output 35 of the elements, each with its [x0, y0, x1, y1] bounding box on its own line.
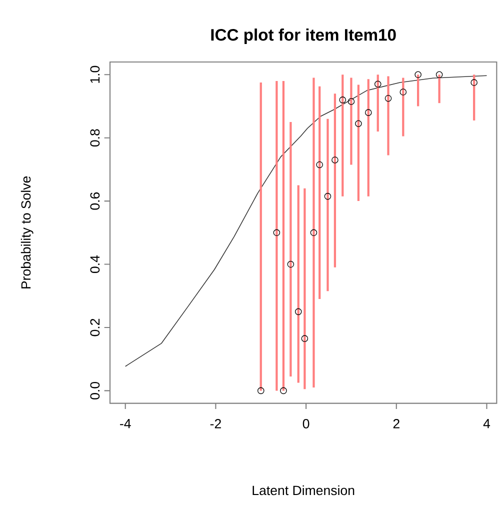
x-tick-label: -4 — [120, 419, 131, 428]
point — [400, 88, 407, 96]
point — [355, 120, 362, 128]
point — [436, 71, 443, 78]
point — [364, 109, 372, 116]
point — [294, 308, 302, 316]
point — [339, 96, 346, 104]
chart-title: ICC plot for item Item10 — [211, 28, 396, 44]
point — [273, 229, 280, 236]
x-tick-label: 4 — [483, 419, 490, 428]
point — [316, 161, 323, 168]
x-axis-title: Latent Dimension — [252, 485, 354, 496]
point — [332, 156, 338, 164]
point — [384, 94, 392, 102]
point — [280, 387, 287, 394]
point — [287, 260, 294, 268]
point — [374, 80, 382, 88]
y-tick-label: 0.2 — [90, 318, 100, 336]
y-tick-label: 0.6 — [90, 192, 100, 210]
point — [257, 387, 264, 394]
x-tick-label: 2 — [393, 419, 400, 428]
point — [301, 335, 308, 342]
y-tick-label: 1.0 — [90, 66, 100, 83]
y-tick-label: 0.4 — [90, 255, 100, 273]
point — [310, 229, 318, 236]
y-tick-label: 0.8 — [90, 129, 100, 147]
x-tick-label: -2 — [210, 419, 221, 428]
point — [470, 79, 478, 86]
point — [414, 71, 422, 78]
y-tick-label: 0.0 — [90, 382, 100, 400]
x-tick-label: 0 — [302, 419, 310, 428]
y-axis-title: Probability to Solve — [20, 176, 34, 288]
point — [324, 192, 332, 200]
line-series — [124, 75, 488, 367]
point — [348, 98, 355, 105]
